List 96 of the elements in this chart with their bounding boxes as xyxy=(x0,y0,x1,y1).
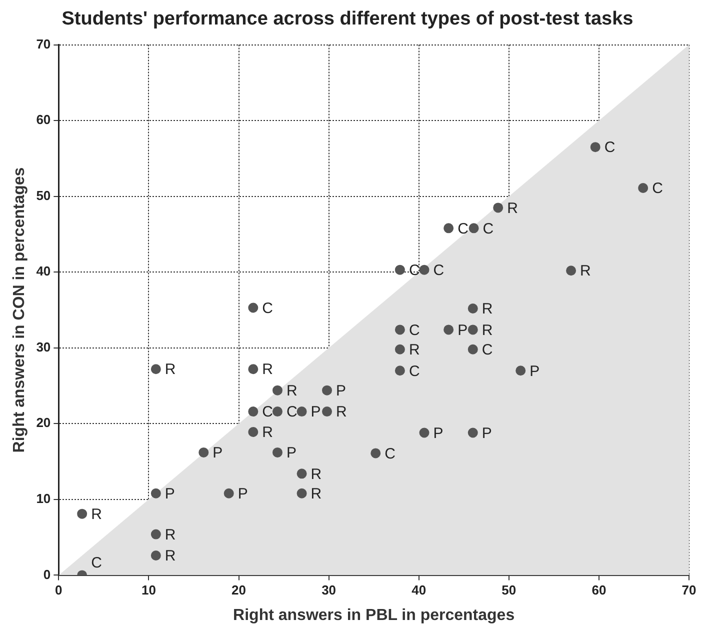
x-tick-label: 30 xyxy=(322,582,336,598)
text: R xyxy=(507,200,518,217)
y-tick-label: 60 xyxy=(36,112,51,128)
point xyxy=(419,428,430,438)
text: P xyxy=(458,322,468,339)
series-label: C xyxy=(408,262,420,279)
y-tick-label: 30 xyxy=(36,339,51,354)
text: C xyxy=(384,445,396,462)
point xyxy=(468,344,478,354)
text: R xyxy=(164,548,176,565)
point xyxy=(394,344,405,354)
text: C xyxy=(286,404,298,421)
series-label: P xyxy=(164,486,175,503)
point xyxy=(493,202,504,213)
y-tick-label: 0 xyxy=(43,566,51,582)
text: P xyxy=(310,404,321,421)
point xyxy=(322,385,332,396)
point xyxy=(468,223,479,234)
x-tick-label: 20 xyxy=(232,582,246,598)
x-tick-label: 40 xyxy=(412,582,426,598)
text: C xyxy=(482,220,494,238)
text: P xyxy=(336,382,346,400)
point xyxy=(394,324,405,335)
text: R xyxy=(482,322,493,339)
text: R xyxy=(164,361,176,378)
text: C xyxy=(458,220,468,238)
series-label: R xyxy=(164,526,176,544)
point xyxy=(370,448,381,458)
text: P xyxy=(286,444,296,462)
point xyxy=(590,142,600,152)
point xyxy=(77,508,88,519)
text: R xyxy=(580,262,591,280)
point xyxy=(224,488,234,498)
text: C xyxy=(652,180,663,198)
text: P xyxy=(482,424,492,442)
y-tick-label: 50 xyxy=(36,188,51,203)
point xyxy=(468,324,478,335)
text: R xyxy=(310,486,322,503)
point xyxy=(248,426,258,437)
text: P xyxy=(212,444,223,462)
chart-title: Students' performance across different types of post-test tasks xyxy=(62,8,634,30)
text: R xyxy=(336,404,347,421)
text: R xyxy=(310,466,322,483)
point xyxy=(394,366,405,376)
x-tick-label: 70 xyxy=(682,582,696,598)
point xyxy=(248,302,258,313)
text: R xyxy=(482,300,493,318)
point xyxy=(444,223,454,234)
point xyxy=(394,264,405,275)
point xyxy=(150,529,161,540)
text: C xyxy=(482,342,493,359)
y-tick-label: 70 xyxy=(36,36,51,52)
text: C xyxy=(408,322,420,339)
text: R xyxy=(286,382,298,400)
point xyxy=(150,550,161,560)
text: C xyxy=(262,404,274,421)
x-axis-title: Right answers in PBL in percentages xyxy=(233,606,515,624)
point xyxy=(272,447,282,458)
point xyxy=(322,406,332,417)
x-tick-label: 10 xyxy=(141,582,156,598)
text: C xyxy=(604,139,616,156)
point xyxy=(272,385,282,396)
text: C xyxy=(262,300,274,317)
text: R xyxy=(408,342,420,359)
y-tick-label: 40 xyxy=(36,264,51,279)
x-tick-label: 0 xyxy=(55,582,62,598)
text: C xyxy=(433,262,444,279)
text: P xyxy=(238,486,248,503)
text: C xyxy=(91,554,102,572)
text: P xyxy=(433,424,444,442)
text: R xyxy=(262,361,274,378)
y-tick-label: 20 xyxy=(36,415,51,430)
point xyxy=(419,264,430,275)
point xyxy=(150,364,161,374)
text: R xyxy=(262,424,274,442)
point xyxy=(516,366,526,376)
point xyxy=(198,447,209,458)
point xyxy=(248,364,258,374)
text: P xyxy=(530,362,540,380)
text: C xyxy=(408,362,420,380)
point xyxy=(272,406,282,417)
point xyxy=(468,428,478,438)
point xyxy=(150,488,161,498)
y-tick-label: 10 xyxy=(36,491,51,506)
x-tick-label: 60 xyxy=(592,582,606,598)
point xyxy=(248,406,258,417)
point xyxy=(296,488,307,498)
text: R xyxy=(91,506,102,523)
point xyxy=(638,183,648,194)
point xyxy=(296,406,307,417)
point xyxy=(296,468,307,479)
x-tick-label: 50 xyxy=(502,582,516,598)
point xyxy=(566,266,576,276)
point xyxy=(444,324,454,335)
y-axis-title: Right answers in CON in percentages xyxy=(11,167,28,453)
point xyxy=(468,303,478,314)
